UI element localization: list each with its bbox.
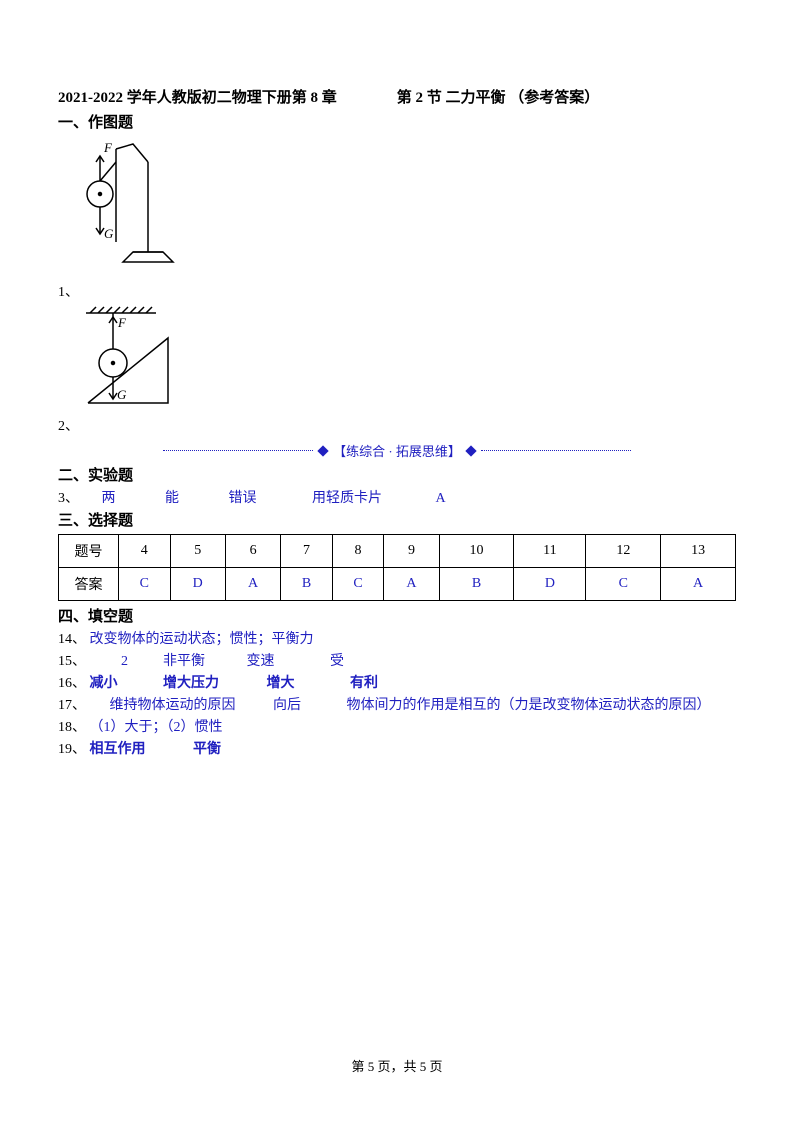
fill-num: 19、	[58, 742, 86, 757]
fill-a: 维持物体运动的原因	[110, 694, 270, 714]
num-cell: 10	[439, 535, 514, 568]
num-cell: 4	[119, 535, 171, 568]
fill-a: 增大压力	[163, 672, 263, 692]
fill-a: 非平衡	[163, 650, 243, 670]
fill-num: 17、	[58, 698, 86, 713]
num-cell: 9	[384, 535, 439, 568]
answer-table: 题号 4 5 6 7 8 9 10 11 12 13 答案 C D A B C …	[58, 534, 736, 601]
fill-15: 15、 2 非平衡 变速 受	[58, 650, 736, 670]
fill-num: 18、	[58, 720, 86, 735]
num-cell: 7	[281, 535, 333, 568]
table-row: 答案 C D A B C A B D C A	[59, 568, 736, 601]
num-cell: 5	[170, 535, 225, 568]
q3-a3: 错误	[229, 487, 309, 507]
fill-a: 向后	[273, 694, 343, 714]
svg-text:F: F	[117, 315, 127, 330]
ans-cell: B	[439, 568, 514, 601]
num-cell: 12	[586, 535, 661, 568]
fill-text: 改变物体的运动状态；惯性；平衡力	[90, 632, 314, 647]
diamond-icon	[465, 445, 476, 456]
title-right: 第 2 节 二力平衡 （参考答案）	[397, 86, 600, 107]
q3-a4: 用轻质卡片	[312, 487, 432, 507]
diagram-1: F G	[78, 134, 736, 279]
title-left: 2021-2022 学年人教版初二物理下册第 8 章	[58, 86, 337, 107]
q3-answers: 3、 两 能 错误 用轻质卡片 A	[58, 487, 736, 507]
fill-a: 有利	[350, 676, 378, 691]
q3-num: 3、	[58, 487, 98, 507]
q3-a5: A	[436, 491, 446, 507]
svg-text:G: G	[104, 226, 114, 241]
diamond-icon	[317, 445, 328, 456]
divider-line-right	[481, 450, 631, 451]
ans-cell: B	[281, 568, 333, 601]
fill-a: 变速	[247, 650, 327, 670]
fill-text: （1）大于；（2）惯性	[90, 720, 223, 735]
divider-line-left	[163, 450, 313, 451]
diagram-2: F G	[78, 303, 736, 413]
ans-cell: D	[170, 568, 225, 601]
fill-19: 19、 相互作用 平衡	[58, 738, 736, 758]
num-cell: 8	[332, 535, 384, 568]
table-row: 题号 4 5 6 7 8 9 10 11 12 13	[59, 535, 736, 568]
row-label-2: 答案	[59, 568, 119, 601]
ans-cell: C	[119, 568, 171, 601]
ans-cell: C	[586, 568, 661, 601]
q2-label: 2、	[58, 415, 736, 435]
num-cell: 6	[225, 535, 280, 568]
fill-a: 平衡	[193, 742, 221, 757]
ans-cell: A	[661, 568, 736, 601]
section-3-heading: 三、选择题	[58, 509, 736, 530]
fill-a: 受	[330, 654, 344, 669]
fill-num: 16、	[58, 676, 86, 691]
section-1-heading: 一、作图题	[58, 111, 736, 132]
fill-a: 2	[90, 654, 160, 670]
fill-14: 14、 改变物体的运动状态；惯性；平衡力	[58, 628, 736, 648]
ans-cell: A	[384, 568, 439, 601]
page-title: 2021-2022 学年人教版初二物理下册第 8 章 第 2 节 二力平衡 （参…	[58, 86, 736, 107]
q3-a2: 能	[165, 487, 225, 507]
fill-a: 物体间力的作用是相互的（力是改变物体运动状态的原因）	[347, 698, 711, 713]
ans-cell: A	[225, 568, 280, 601]
section-4-heading: 四、填空题	[58, 605, 736, 626]
fill-a: 减小	[90, 672, 160, 692]
num-cell: 13	[661, 535, 736, 568]
divider: 【练综合 · 拓展思维】	[58, 441, 736, 460]
section-2-heading: 二、实验题	[58, 464, 736, 485]
row-label-1: 题号	[59, 535, 119, 568]
q3-a1: 两	[102, 487, 162, 507]
num-cell: 11	[514, 535, 586, 568]
fill-16: 16、 减小 增大压力 增大 有利	[58, 672, 736, 692]
ans-cell: D	[514, 568, 586, 601]
svg-text:F: F	[103, 140, 113, 155]
ans-cell: C	[332, 568, 384, 601]
svg-text:G: G	[117, 387, 127, 402]
fill-num: 15、	[58, 654, 86, 669]
fill-a: 增大	[267, 672, 347, 692]
page-footer: 第 5 页，共 5 页	[0, 1056, 794, 1075]
fill-num: 14、	[58, 632, 86, 647]
fill-a: 相互作用	[90, 738, 190, 758]
q1-label: 1、	[58, 281, 736, 301]
fill-18: 18、 （1）大于；（2）惯性	[58, 716, 736, 736]
divider-label: 【练综合 · 拓展思维】	[333, 441, 461, 460]
fill-17: 17、 维持物体运动的原因 向后 物体间力的作用是相互的（力是改变物体运动状态的…	[58, 694, 736, 714]
